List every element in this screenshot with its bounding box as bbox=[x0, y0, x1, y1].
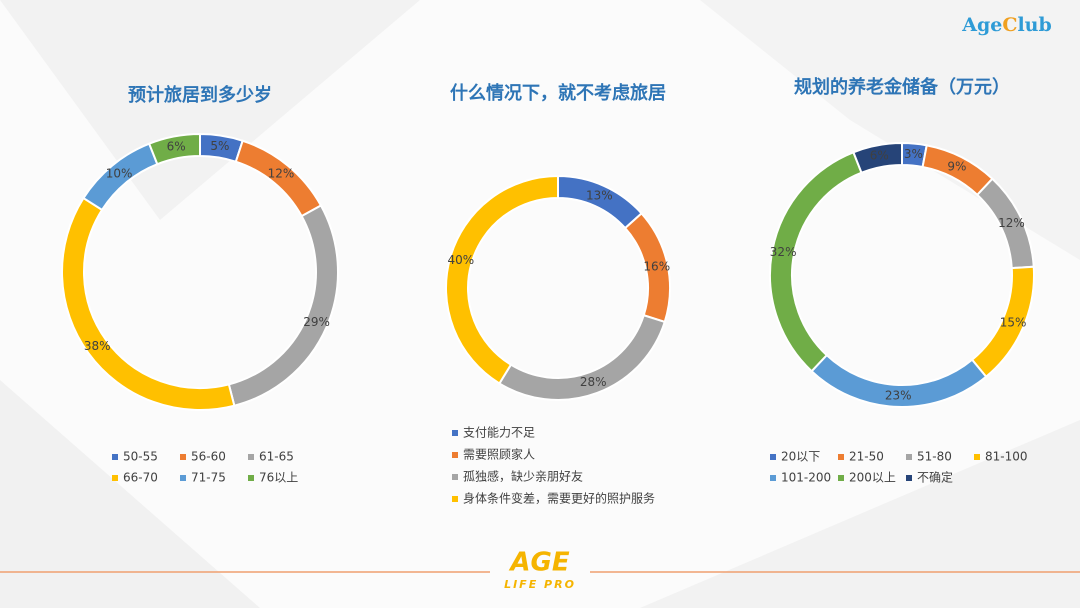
value-label: 32% bbox=[770, 245, 797, 259]
legend-swatch bbox=[838, 454, 844, 460]
legend-swatch bbox=[112, 475, 118, 481]
legend-label: 不确定 bbox=[917, 470, 953, 485]
legend-swatch bbox=[248, 475, 254, 481]
logo-part: Age bbox=[961, 14, 1002, 36]
value-label: 28% bbox=[580, 375, 607, 389]
footer-logo: AGE bbox=[508, 548, 569, 578]
value-label: 40% bbox=[447, 253, 474, 267]
legend-swatch bbox=[974, 454, 980, 460]
legend-label: 21-50 bbox=[849, 450, 884, 464]
legend-label: 51-80 bbox=[917, 450, 952, 464]
legend-swatch bbox=[452, 496, 458, 502]
legend-swatch bbox=[180, 454, 186, 460]
donut-segment bbox=[147, 132, 201, 166]
value-label: 16% bbox=[643, 259, 670, 273]
legend-swatch bbox=[838, 475, 844, 481]
value-label: 9% bbox=[947, 160, 966, 174]
legend-swatch bbox=[452, 474, 458, 480]
chart-title: 什么情况下，就不考虑旅居 bbox=[450, 82, 666, 104]
legend-label: 71-75 bbox=[191, 471, 226, 485]
value-label: 38% bbox=[84, 339, 111, 353]
legend-label: 101-200 bbox=[781, 471, 831, 485]
bg-shape bbox=[640, 420, 1080, 608]
donut-segment bbox=[445, 174, 559, 385]
legend-label: 76以上 bbox=[259, 471, 298, 485]
logo-part: C bbox=[1002, 14, 1017, 36]
legend-swatch bbox=[180, 475, 186, 481]
legend-label: 56-60 bbox=[191, 450, 226, 464]
value-label: 12% bbox=[268, 167, 295, 181]
value-label: 6% bbox=[870, 149, 889, 163]
bg-shape bbox=[0, 0, 420, 220]
legend-label: 66-70 bbox=[123, 471, 158, 485]
chart-title: 预计旅居到多少岁 bbox=[128, 84, 272, 106]
legend-label: 身体条件变差，需要更好的照护服务 bbox=[463, 491, 655, 506]
chart-title: 规划的养老金储备（万元） bbox=[794, 76, 1010, 98]
legend-swatch bbox=[452, 452, 458, 458]
value-label: 12% bbox=[998, 216, 1025, 230]
legend-label: 20以下 bbox=[781, 450, 820, 464]
legend-label: 需要照顾家人 bbox=[463, 447, 535, 462]
legend-swatch bbox=[770, 475, 776, 481]
legend-swatch bbox=[770, 454, 776, 460]
value-label: 10% bbox=[106, 167, 133, 181]
value-label: 5% bbox=[210, 139, 229, 153]
legend-label: 50-55 bbox=[123, 450, 158, 464]
value-label: 15% bbox=[1000, 316, 1027, 330]
legend-swatch bbox=[112, 454, 118, 460]
legend-label: 61-65 bbox=[259, 450, 294, 464]
legend-swatch bbox=[452, 430, 458, 436]
donut-segment bbox=[852, 141, 903, 175]
value-label: 23% bbox=[885, 388, 912, 402]
value-label: 6% bbox=[167, 140, 186, 154]
legend-label: 81-100 bbox=[985, 450, 1028, 464]
legend-swatch bbox=[248, 454, 254, 460]
legend-label: 支付能力不足 bbox=[463, 426, 535, 440]
value-label: 3% bbox=[904, 147, 923, 161]
legend-label: 200以上 bbox=[849, 471, 896, 485]
logo: AgeClub bbox=[961, 14, 1052, 36]
value-label: 29% bbox=[303, 315, 330, 329]
legend-swatch bbox=[906, 454, 912, 460]
value-label: 13% bbox=[586, 188, 613, 202]
bg-shape bbox=[0, 380, 260, 608]
footer-logo-sub: LIFE PRO bbox=[504, 578, 576, 591]
legend-label: 孤独感，缺少亲朋好友 bbox=[463, 469, 583, 484]
logo-part: lub bbox=[1017, 14, 1051, 36]
legend-swatch bbox=[906, 475, 912, 481]
